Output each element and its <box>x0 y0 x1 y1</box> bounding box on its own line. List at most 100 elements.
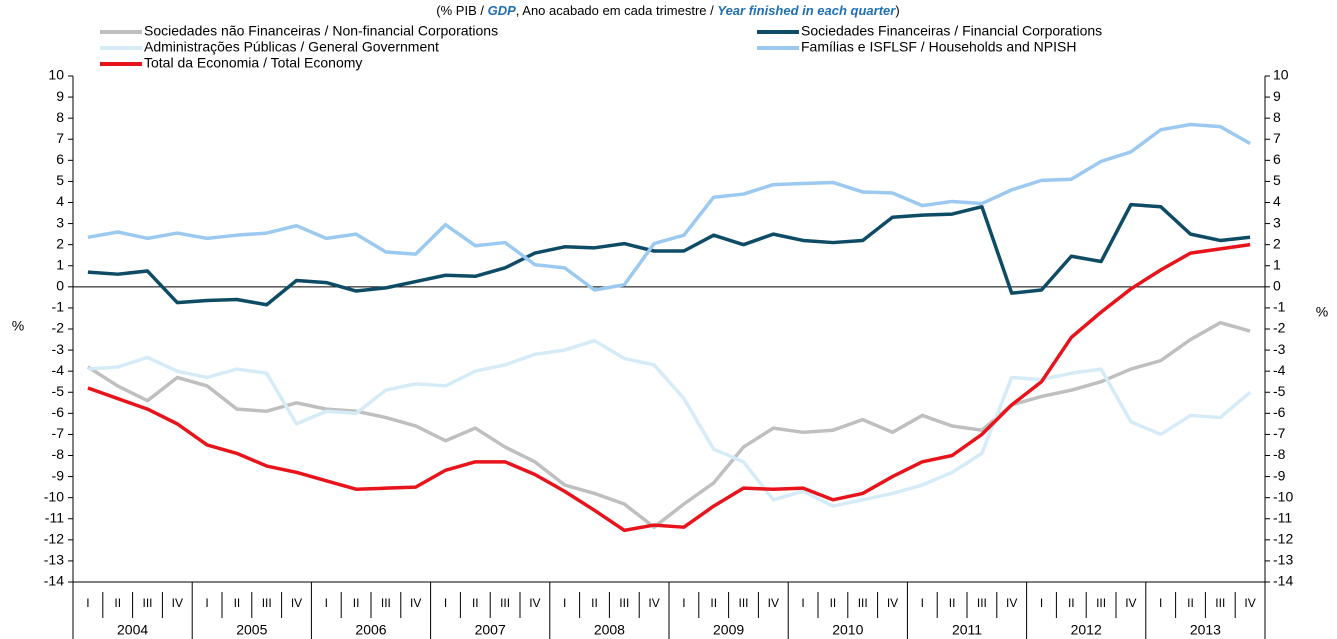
y-tick-label: 2 <box>56 235 64 251</box>
y2-tick-label: -14 <box>1273 573 1293 589</box>
y2-tick-label: -2 <box>1273 320 1286 336</box>
x-tick-label: II <box>710 596 717 610</box>
subtitle-part: GDP <box>488 3 517 18</box>
x-tick-label: IV <box>648 596 659 610</box>
y2-tick-label: -6 <box>1273 404 1286 420</box>
y-tick-label: 10 <box>48 67 64 83</box>
y2-tick-label: -9 <box>1273 467 1286 483</box>
x-tick-label: I <box>444 596 447 610</box>
y-tick-label: -9 <box>52 467 65 483</box>
year-label: 2010 <box>832 622 863 638</box>
y2-tick-label: 4 <box>1273 193 1281 209</box>
y2-tick-label: 5 <box>1273 172 1281 188</box>
y-tick-label: -3 <box>52 341 65 357</box>
x-tick-label: II <box>591 596 598 610</box>
x-tick-label: II <box>234 596 241 610</box>
y-tick-label: -2 <box>52 320 65 336</box>
y-tick-label: -5 <box>52 383 65 399</box>
legend-label: Sociedades não Financeiras / Non-financi… <box>144 23 498 39</box>
x-tick-label: I <box>921 596 924 610</box>
y2-tick-label: -7 <box>1273 425 1286 441</box>
year-label: 2009 <box>713 622 744 638</box>
y-tick-label: -1 <box>52 299 65 315</box>
x-tick-label: III <box>1215 596 1225 610</box>
x-tick-label: IV <box>768 596 779 610</box>
y-tick-label: -7 <box>52 425 65 441</box>
x-tick-label: I <box>563 596 566 610</box>
x-tick-label: IV <box>291 596 302 610</box>
y2-tick-label: 8 <box>1273 109 1281 125</box>
x-tick-label: IV <box>1244 596 1255 610</box>
y-tick-label: 4 <box>56 193 64 209</box>
year-label: 2006 <box>355 622 386 638</box>
y2-tick-label: 1 <box>1273 256 1281 272</box>
y2-tick-label: 3 <box>1273 214 1281 230</box>
year-label: 2008 <box>594 622 625 638</box>
x-tick-label: III <box>1096 596 1106 610</box>
y-tick-label: 0 <box>56 278 64 294</box>
x-tick-label: III <box>619 596 629 610</box>
x-tick-label: II <box>1187 596 1194 610</box>
x-tick-label: II <box>353 596 360 610</box>
x-tick-label: I <box>86 596 89 610</box>
legend-label: Administrações Públicas / General Govern… <box>144 39 439 55</box>
y2-tick-label: -3 <box>1273 341 1286 357</box>
x-tick-label: III <box>977 596 987 610</box>
x-tick-label: II <box>114 596 121 610</box>
x-tick-label: IV <box>410 596 421 610</box>
y2-tick-label: 2 <box>1273 235 1281 251</box>
y2-tick-label: -12 <box>1273 531 1293 547</box>
y-axis-label: % <box>12 318 24 334</box>
x-tick-label: II <box>472 596 479 610</box>
series-line <box>87 242 1251 533</box>
x-tick-label: IV <box>1125 596 1136 610</box>
subtitle-part: ) <box>895 3 899 18</box>
y-tick-label: 5 <box>56 172 64 188</box>
legend-label: Famílias e ISFLSF / Households and NPISH <box>801 39 1076 55</box>
x-tick-label: I <box>325 596 328 610</box>
series-line <box>86 320 1251 529</box>
y-tick-label: 7 <box>56 130 64 146</box>
x-tick-label: III <box>738 596 748 610</box>
y-tick-label: -10 <box>44 488 64 504</box>
y2-tick-label: -8 <box>1273 446 1286 462</box>
y2-tick-label: -5 <box>1273 383 1286 399</box>
year-label: 2005 <box>236 622 267 638</box>
x-tick-label: II <box>949 596 956 610</box>
y-tick-label: -11 <box>45 509 64 525</box>
y2-tick-label: -13 <box>1273 552 1293 568</box>
y-tick-label: -8 <box>52 446 65 462</box>
x-tick-label: IV <box>887 596 898 610</box>
y2-tick-label: -11 <box>1273 509 1292 525</box>
y2-tick-label: 9 <box>1273 88 1281 104</box>
y2-tick-label: 7 <box>1273 130 1281 146</box>
x-tick-label: I <box>682 596 685 610</box>
subtitle-part: , Ano acabado em cada trimestre / <box>516 3 718 18</box>
x-tick-label: II <box>1068 596 1075 610</box>
chart-subtitle: (% PIB / GDP, Ano acabado em cada trimes… <box>436 3 899 18</box>
series-line <box>87 202 1251 307</box>
subtitle-part: (% PIB / <box>436 3 487 18</box>
legend-label: Sociedades Financeiras / Financial Corpo… <box>801 23 1102 39</box>
y2-tick-label: -1 <box>1273 299 1286 315</box>
y2-tick-label: 10 <box>1273 67 1289 83</box>
x-tick-label: IV <box>529 596 540 610</box>
y-tick-label: 9 <box>56 88 64 104</box>
y2-tick-label: -10 <box>1273 488 1293 504</box>
x-tick-label: III <box>381 596 391 610</box>
y-tick-label: -12 <box>44 531 64 547</box>
series-line <box>87 122 1251 292</box>
year-label: 2012 <box>1071 622 1102 638</box>
series-line <box>87 338 1252 508</box>
y-tick-label: 8 <box>56 109 64 125</box>
subtitle-part: Year finished in each quarter <box>717 3 896 18</box>
year-label: 2007 <box>475 622 506 638</box>
x-tick-label: II <box>830 596 837 610</box>
year-label: 2004 <box>117 622 148 638</box>
y2-tick-label: 0 <box>1273 278 1281 294</box>
x-tick-label: III <box>500 596 510 610</box>
y2-axis-label: % <box>1316 304 1328 320</box>
x-tick-label: III <box>142 596 152 610</box>
y2-tick-label: -4 <box>1273 362 1286 378</box>
